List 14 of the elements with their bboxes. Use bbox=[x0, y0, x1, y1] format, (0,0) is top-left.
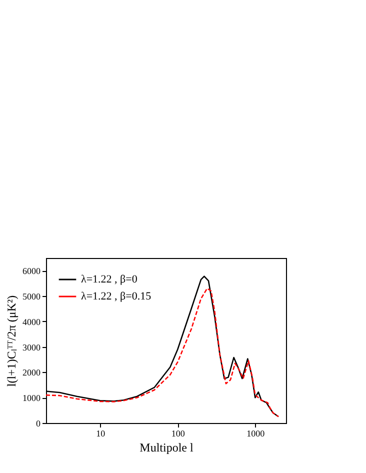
legend-label: λ=1.22 , β=0.15 bbox=[81, 290, 152, 302]
y-tick-label: 1000 bbox=[22, 393, 41, 404]
y-tick-label: 2000 bbox=[22, 368, 41, 378]
x-tick-label: 100 bbox=[171, 428, 186, 438]
y-axis-title: l(l+1)Cₗᵀᵀ/2π (μK²) bbox=[4, 295, 18, 387]
y-tick-label: 5000 bbox=[22, 292, 41, 302]
x-tick-label: 10 bbox=[96, 428, 106, 438]
y-tick-label: 6000 bbox=[22, 266, 41, 276]
legend-label: λ=1.22 , β=0 bbox=[81, 274, 138, 286]
y-tick-label: 4000 bbox=[22, 316, 41, 327]
y-tick-label: 0 bbox=[36, 418, 41, 428]
x-axis-title: Multipole l bbox=[140, 440, 194, 454]
y-tick-label: 3000 bbox=[22, 342, 41, 352]
x-tick-label: 1000 bbox=[246, 428, 266, 438]
